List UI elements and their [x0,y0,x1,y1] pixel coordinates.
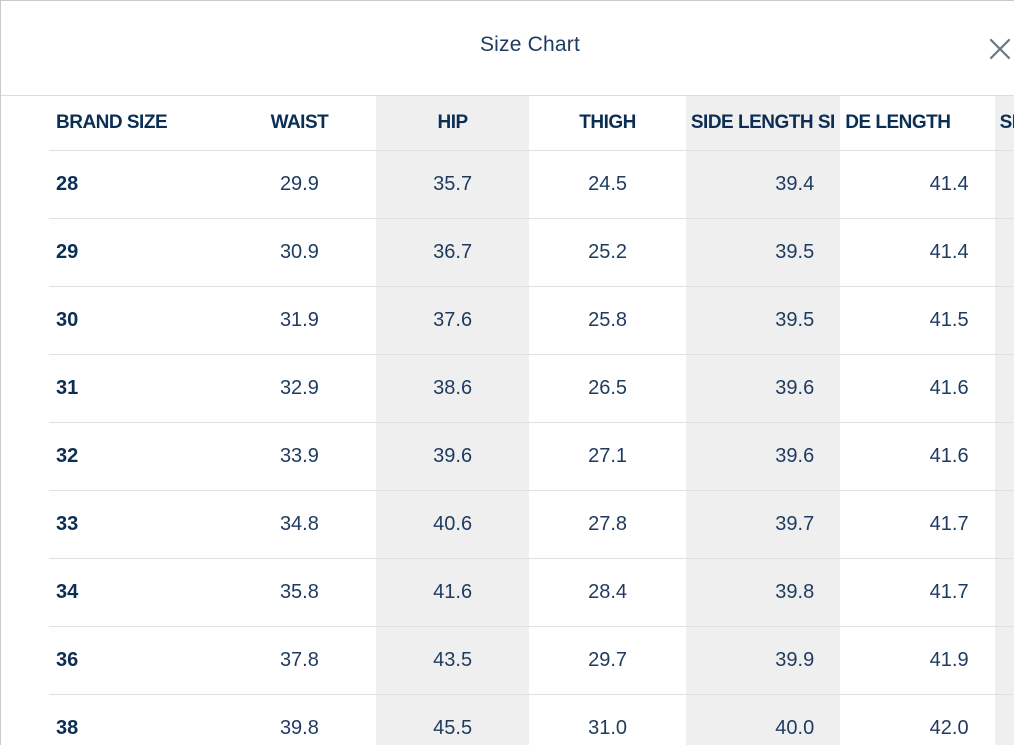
cell-brand-size: 29 [49,218,223,287]
cell-side-length-34: 43.6 [994,490,1014,559]
cell-hip: 38.6 [376,354,530,423]
cell-brand-size: 34 [49,558,223,627]
cell-thigh: 26.5 [529,354,686,423]
close-icon [987,36,1013,62]
cell-waist: 34.8 [222,490,377,559]
cell-side-length-30: 39.9 [685,626,841,695]
cell-hip: 37.6 [376,286,530,355]
cell-waist: 31.9 [222,286,377,355]
close-button[interactable] [987,36,1013,62]
cell-side-length-30: 39.4 [685,150,841,219]
cell-side-length-32: 41.4 [840,218,995,287]
cell-side-length-34: 43.6 [994,422,1014,491]
cell-hip: 36.7 [376,218,530,287]
cell-thigh: 31.0 [529,694,686,745]
cell-side-length-34: 43.4 [994,218,1014,287]
cell-brand-size: 30 [49,286,223,355]
cell-waist: 32.9 [222,354,377,423]
cell-side-length-34: 43.7 [994,558,1014,627]
size-table: BRAND SIZE WAIST HIP THIGH SIDE LENGTH S… [49,96,1014,745]
cell-hip: 39.6 [376,422,530,491]
cell-side-length-30: 39.6 [685,422,841,491]
cell-side-length-30: 39.5 [685,218,841,287]
cell-thigh: 27.1 [529,422,686,491]
cell-hip: 35.7 [376,150,530,219]
modal-title: Size Chart [479,33,581,56]
cell-side-length-30: 39.8 [685,558,841,627]
cell-hip: 43.5 [376,626,530,695]
cell-side-length-30: 40.0 [685,694,841,745]
cell-brand-size: 33 [49,490,223,559]
cell-waist: 35.8 [222,558,377,627]
cell-side-length-30: 39.5 [685,286,841,355]
cell-brand-size: 32 [49,422,223,491]
cell-waist: 30.9 [222,218,377,287]
cell-thigh: 24.5 [529,150,686,219]
cell-hip: 40.6 [376,490,530,559]
cell-side-length-34: 43.8 [994,626,1014,695]
header-waist: WAIST [222,96,377,151]
cell-side-length-32: 41.4 [840,150,995,219]
cell-side-length-34: 43.3 [994,150,1014,219]
header-thigh: THIGH [529,96,686,151]
modal-header: Size Chart [1,1,1014,96]
cell-side-length-32: 41.7 [840,558,995,627]
cell-waist: 33.9 [222,422,377,491]
cell-waist: 29.9 [222,150,377,219]
cell-brand-size: 31 [49,354,223,423]
header-hip: HIP [376,96,530,151]
cell-brand-size: 28 [49,150,223,219]
cell-side-length-32: 41.9 [840,626,995,695]
cell-hip: 45.5 [376,694,530,745]
cell-side-length-34: 43.5 [994,286,1014,355]
cell-waist: 37.8 [222,626,377,695]
cell-waist: 39.8 [222,694,377,745]
header-side-length-34: SIDE LENGTH [994,96,1014,151]
cell-thigh: 28.4 [529,558,686,627]
table-header-row: BRAND SIZE WAIST HIP THIGH SIDE LENGTH S… [49,96,1014,151]
header-side-length-32: DE LENGTH [840,96,995,151]
cell-thigh: 25.2 [529,218,686,287]
cell-side-length-30: 39.7 [685,490,841,559]
cell-side-length-32: 41.6 [840,422,995,491]
cell-brand-size: 38 [49,694,223,745]
cell-thigh: 29.7 [529,626,686,695]
cell-side-length-32: 41.5 [840,286,995,355]
cell-thigh: 25.8 [529,286,686,355]
size-table-scroll-area[interactable]: BRAND SIZE WAIST HIP THIGH SIDE LENGTH S… [1,96,1014,745]
cell-hip: 41.6 [376,558,530,627]
cell-side-length-32: 42.0 [840,694,995,745]
cell-side-length-32: 41.7 [840,490,995,559]
cell-side-length-32: 41.6 [840,354,995,423]
cell-side-length-34: 43.9 [994,694,1014,745]
cell-side-length-34: 43.5 [994,354,1014,423]
cell-brand-size: 36 [49,626,223,695]
cell-side-length-30: 39.6 [685,354,841,423]
header-brand-size: BRAND SIZE [49,96,223,151]
cell-thigh: 27.8 [529,490,686,559]
header-side-length-30: SIDE LENGTH SI [685,96,841,151]
